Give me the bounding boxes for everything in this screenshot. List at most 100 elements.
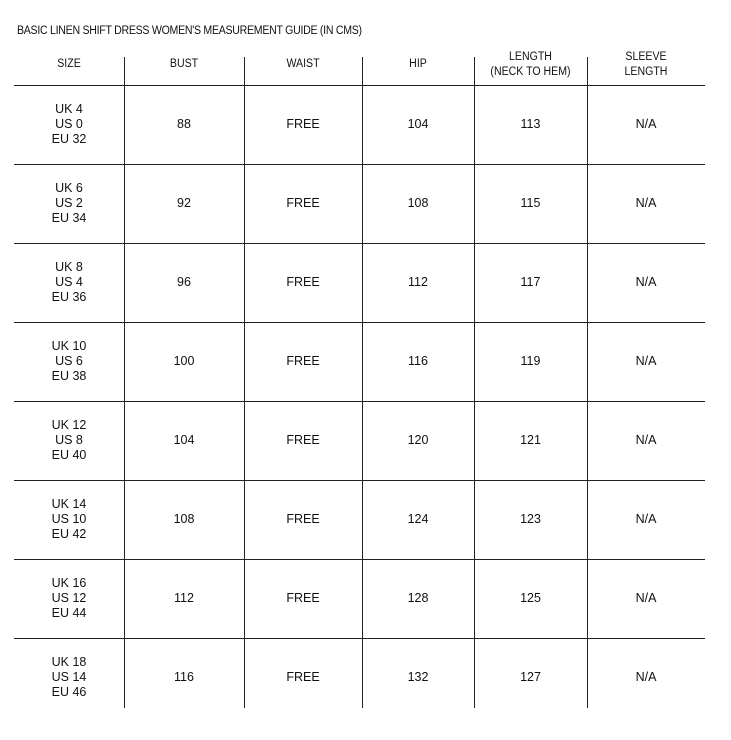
row-divider bbox=[14, 164, 705, 165]
cell-sleeve-length: N/A bbox=[635, 275, 657, 289]
cell-size: UK 18 US 14 EU 46 bbox=[14, 638, 124, 717]
cell-hip: 104 bbox=[407, 117, 429, 131]
column-header-hip: HIP bbox=[366, 47, 469, 82]
cell-hip: 128 bbox=[407, 591, 429, 605]
column-divider bbox=[474, 57, 475, 708]
cell-size: UK 14 US 10 EU 42 bbox=[14, 480, 124, 559]
column-header-length: LENGTH (NECK TO HEM) bbox=[479, 47, 583, 82]
cell-line: UK 10 bbox=[51, 339, 87, 353]
cell-line: EU 42 bbox=[51, 527, 87, 541]
cell-line: UK 8 bbox=[55, 260, 83, 274]
cell-line: UK 16 bbox=[51, 576, 87, 590]
cell-length: 115 bbox=[520, 196, 541, 210]
cell-size: UK 16 US 12 EU 44 bbox=[14, 559, 124, 638]
cell-line: US 2 bbox=[55, 196, 83, 210]
cell-sleeve-length: N/A bbox=[635, 512, 657, 526]
cell-sleeve-length: N/A bbox=[635, 196, 657, 210]
cell-waist: FREE bbox=[286, 354, 320, 368]
cell-waist: FREE bbox=[286, 433, 320, 447]
row-divider bbox=[14, 480, 705, 481]
cell-sleeve-length: N/A bbox=[635, 354, 657, 368]
cell-line: US 10 bbox=[51, 512, 87, 526]
cell-line: SLEEVE bbox=[625, 50, 667, 63]
cell-bust: 92 bbox=[177, 196, 191, 210]
cell-hip: 124 bbox=[407, 512, 429, 526]
cell-waist: FREE bbox=[286, 117, 320, 131]
cell-length: 121 bbox=[520, 433, 541, 447]
cell-line: BUST bbox=[169, 58, 199, 70]
cell-line: US 8 bbox=[55, 433, 83, 447]
row-divider bbox=[14, 243, 705, 244]
cell-line: EU 32 bbox=[51, 132, 87, 146]
column-header-bust: BUST bbox=[129, 47, 239, 82]
cell-hip: 108 bbox=[407, 196, 429, 210]
cell-waist: FREE bbox=[286, 591, 320, 605]
cell-length: 125 bbox=[520, 591, 541, 605]
cell-line: HIP bbox=[409, 58, 427, 70]
cell-waist: FREE bbox=[286, 196, 320, 210]
cell-size: UK 12 US 8 EU 40 bbox=[14, 401, 124, 480]
cell-bust: 104 bbox=[173, 433, 195, 447]
column-divider bbox=[124, 57, 125, 708]
column-divider bbox=[244, 57, 245, 708]
cell-hip: 132 bbox=[407, 670, 429, 684]
cell-line: EU 44 bbox=[51, 606, 87, 620]
cell-length: 113 bbox=[520, 117, 541, 131]
cell-line: EU 38 bbox=[51, 369, 87, 383]
cell-waist: FREE bbox=[286, 670, 320, 684]
cell-line: EU 36 bbox=[51, 290, 87, 304]
column-divider bbox=[587, 57, 588, 708]
cell-size: UK 4 US 0 EU 32 bbox=[14, 85, 124, 164]
cell-size: UK 6 US 2 EU 34 bbox=[14, 164, 124, 243]
cell-sleeve-length: N/A bbox=[635, 433, 657, 447]
cell-hip: 116 bbox=[408, 354, 428, 368]
cell-line: US 14 bbox=[51, 670, 87, 684]
cell-line: EU 40 bbox=[51, 448, 87, 462]
cell-length: 117 bbox=[520, 275, 541, 289]
cell-bust: 88 bbox=[177, 117, 191, 131]
cell-bust: 96 bbox=[177, 275, 191, 289]
cell-line: LENGTH bbox=[509, 50, 552, 63]
row-divider bbox=[14, 638, 705, 639]
cell-length: 119 bbox=[520, 354, 541, 368]
cell-bust: 116 bbox=[174, 670, 194, 684]
cell-line: EU 46 bbox=[51, 685, 87, 699]
cell-hip: 120 bbox=[407, 433, 429, 447]
cell-bust: 100 bbox=[173, 354, 195, 368]
cell-line: (NECK TO HEM) bbox=[490, 65, 571, 78]
cell-size: UK 8 US 4 EU 36 bbox=[14, 243, 124, 322]
cell-hip: 112 bbox=[408, 275, 428, 289]
cell-line: UK 6 bbox=[55, 181, 83, 195]
cell-line: SIZE bbox=[57, 58, 81, 70]
cell-sleeve-length: N/A bbox=[635, 117, 657, 131]
cell-size: UK 10 US 6 EU 38 bbox=[14, 322, 124, 401]
cell-line: UK 18 bbox=[51, 655, 87, 669]
guide-title: BASIC LINEN SHIFT DRESS WOMEN'S MEASUREM… bbox=[17, 25, 362, 37]
cell-line: US 12 bbox=[51, 591, 87, 605]
cell-sleeve-length: N/A bbox=[635, 591, 657, 605]
row-divider bbox=[14, 322, 705, 323]
cell-line: WAIST bbox=[286, 58, 320, 70]
cell-line: US 0 bbox=[55, 117, 83, 131]
cell-bust: 112 bbox=[174, 591, 194, 605]
column-header-sleeve-length: SLEEVE LENGTH bbox=[592, 47, 701, 82]
header-divider bbox=[14, 85, 705, 86]
cell-waist: FREE bbox=[286, 512, 320, 526]
cell-line: EU 34 bbox=[51, 211, 87, 225]
cell-bust: 108 bbox=[173, 512, 195, 526]
cell-line: US 4 bbox=[55, 275, 83, 289]
cell-line: US 6 bbox=[55, 354, 83, 368]
row-divider bbox=[14, 401, 705, 402]
column-header-size: SIZE bbox=[18, 47, 119, 82]
cell-length: 123 bbox=[520, 512, 541, 526]
cell-waist: FREE bbox=[286, 275, 320, 289]
cell-line: UK 12 bbox=[51, 418, 87, 432]
cell-line: LENGTH bbox=[624, 65, 668, 78]
cell-line: UK 14 bbox=[51, 497, 87, 511]
row-divider bbox=[14, 559, 705, 560]
column-header-waist: WAIST bbox=[249, 47, 358, 82]
cell-sleeve-length: N/A bbox=[635, 670, 657, 684]
cell-length: 127 bbox=[520, 670, 541, 684]
column-divider bbox=[362, 57, 363, 708]
